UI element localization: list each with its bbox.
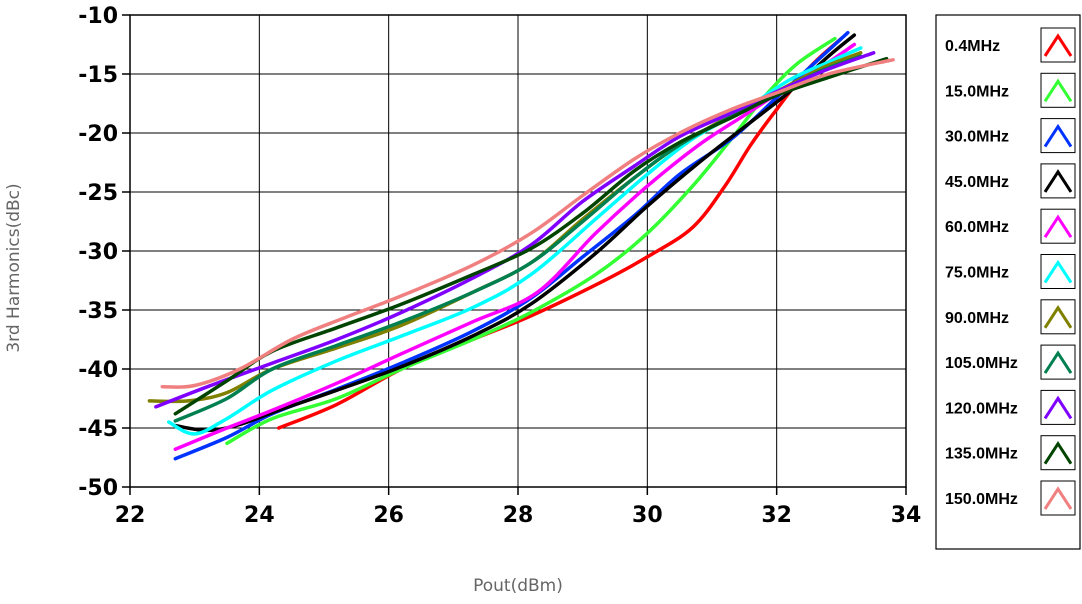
- series-line-10: [160, 58, 895, 389]
- legend-label: 120.0MHz: [945, 400, 1018, 417]
- y-axis-title: 3rd Harmonics(dBc): [4, 183, 24, 352]
- legend-label: 150.0MHz: [945, 491, 1018, 508]
- legend-label: 60.0MHz: [945, 219, 1009, 236]
- series-line-5: [167, 46, 863, 436]
- legend-swatch-line: [1043, 395, 1073, 420]
- legend-label: 105.0MHz: [945, 355, 1018, 372]
- axes: 22 24 26 28 30 32 34 -10 -15 -20 -25 -30 -35 -40 -45 -5…: [78, 4, 921, 528]
- series-lines: [147, 30, 895, 461]
- legend-label: 15.0MHz: [945, 83, 1009, 100]
- legend-swatch-line: [1043, 350, 1073, 374]
- legend-swatch-box: [1040, 480, 1076, 516]
- legend-swatch-line: [1043, 486, 1073, 510]
- legend-swatch-box: [1040, 435, 1076, 471]
- legend-swatch-line: [1043, 440, 1073, 465]
- x-tick-label: 22: [115, 503, 146, 528]
- y-tick-label: -30: [78, 240, 118, 265]
- x-tick-label: 30: [632, 503, 663, 528]
- series-line-1: [225, 36, 837, 446]
- legend-swatch-box: [1040, 163, 1076, 199]
- legend-swatch-line: [1043, 33, 1073, 57]
- y-tick-label: -25: [78, 181, 118, 206]
- x-tick-label: 28: [503, 503, 534, 528]
- legend-swatch-line: [1043, 214, 1073, 239]
- legend-label: 0.4MHz: [945, 38, 1000, 55]
- legend-swatch-box: [1040, 118, 1076, 154]
- legend-swatch-line: [1043, 123, 1073, 148]
- legend-label: 90.0MHz: [945, 310, 1009, 327]
- x-axis-title: Pout(dBm): [473, 576, 563, 596]
- y-tick-label: -15: [78, 63, 118, 88]
- legend-swatch-box: [1040, 208, 1076, 244]
- x-tick-label: 32: [761, 503, 792, 528]
- series-line-3: [173, 33, 857, 433]
- y-tick-label: -40: [78, 358, 118, 383]
- y-tick-label: -10: [78, 4, 118, 29]
- y-tick-label: -20: [78, 122, 118, 147]
- legend-swatch-line: [1043, 305, 1073, 329]
- y-tick-label: -50: [78, 476, 118, 501]
- x-tick-label: 24: [244, 503, 275, 528]
- legend-swatch-box: [1040, 299, 1076, 335]
- legend-label: 30.0MHz: [945, 129, 1009, 146]
- legend-label: 75.0MHz: [945, 265, 1009, 282]
- legend-swatch-box: [1040, 389, 1076, 425]
- legend-swatch-box: [1040, 27, 1076, 63]
- legend-swatch-line: [1043, 78, 1073, 103]
- legend-swatch-box: [1040, 72, 1076, 108]
- series-line-9: [173, 56, 889, 416]
- legend-label: 45.0MHz: [945, 174, 1009, 191]
- x-tick-label: 34: [891, 503, 922, 528]
- legend-label: 135.0MHz: [945, 446, 1018, 463]
- legend-swatch-line: [1043, 259, 1073, 284]
- legend-swatch-box: [1040, 254, 1076, 289]
- legend-swatch-line: [1043, 169, 1073, 193]
- legend-swatch-box: [1040, 344, 1076, 380]
- legend: 0.4MHz 15.0MHz 30.0MHz 45.0MHz 60.0MHz 75.0MH…: [935, 14, 1081, 550]
- y-tick-label: -35: [78, 299, 118, 324]
- y-tick-label: -45: [78, 417, 118, 442]
- x-tick-label: 26: [373, 503, 404, 528]
